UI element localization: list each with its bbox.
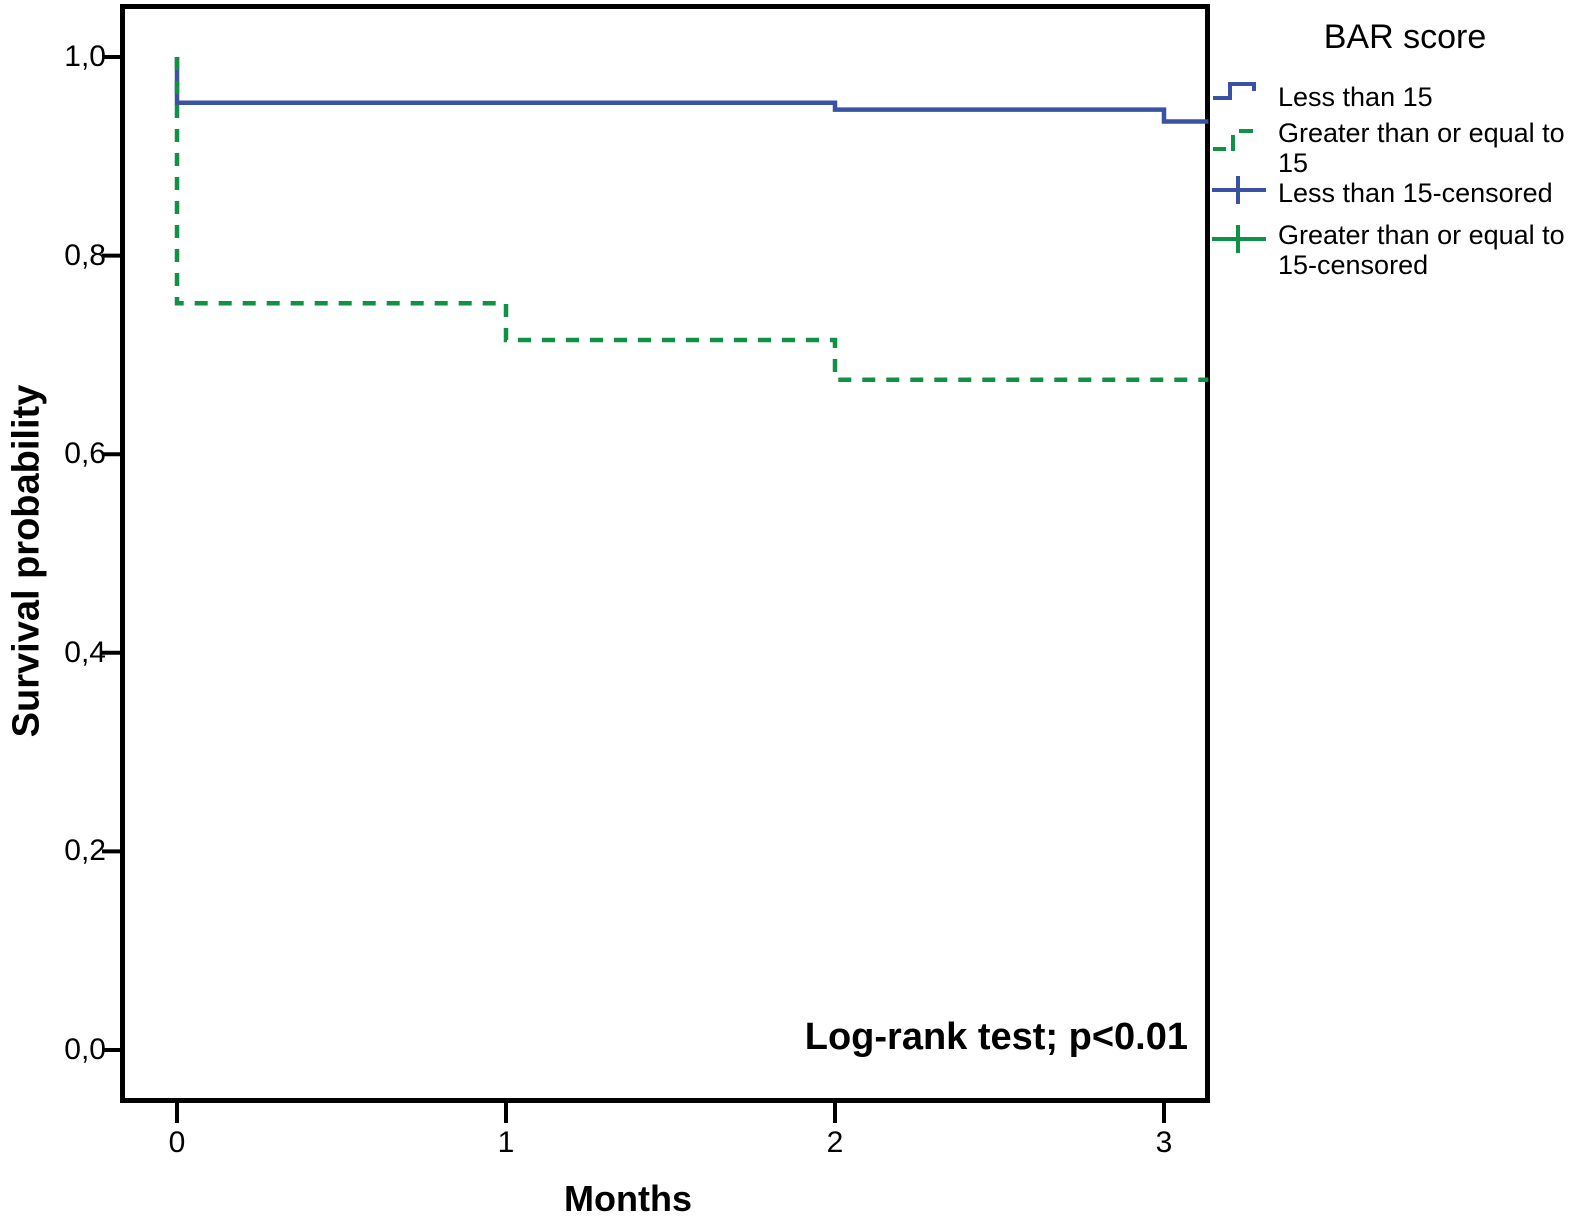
plot-border (120, 4, 1210, 1103)
ytick-label-0.4: 0,4 (64, 636, 106, 669)
xtick-label-3: 3 (1155, 1126, 1173, 1159)
ytick-label-0.0: 0,0 (64, 1033, 106, 1066)
log-rank-annotation: Log-rank test; p<0.01 (804, 1016, 1188, 1058)
xtick-label-0: 0 (168, 1126, 186, 1159)
xtick-label-2: 2 (826, 1126, 844, 1159)
ytick-label-0.8: 0,8 (64, 239, 106, 272)
curve-less-than-15 (174, 57, 1209, 124)
y-axis-title: Survival probability (5, 384, 48, 738)
ytick-label-0.6: 0,6 (64, 437, 106, 470)
curve-greater-than-or-equal-to-15 (174, 57, 1209, 382)
survival-curves (174, 57, 1209, 382)
axis-ticks (102, 55, 1166, 1123)
xtick-label-1: 1 (497, 1126, 515, 1159)
ytick-label-0.2: 0,2 (64, 834, 106, 867)
ytick-label-1.0: 1,0 (64, 40, 106, 73)
x-axis-title: Months (564, 1178, 692, 1219)
